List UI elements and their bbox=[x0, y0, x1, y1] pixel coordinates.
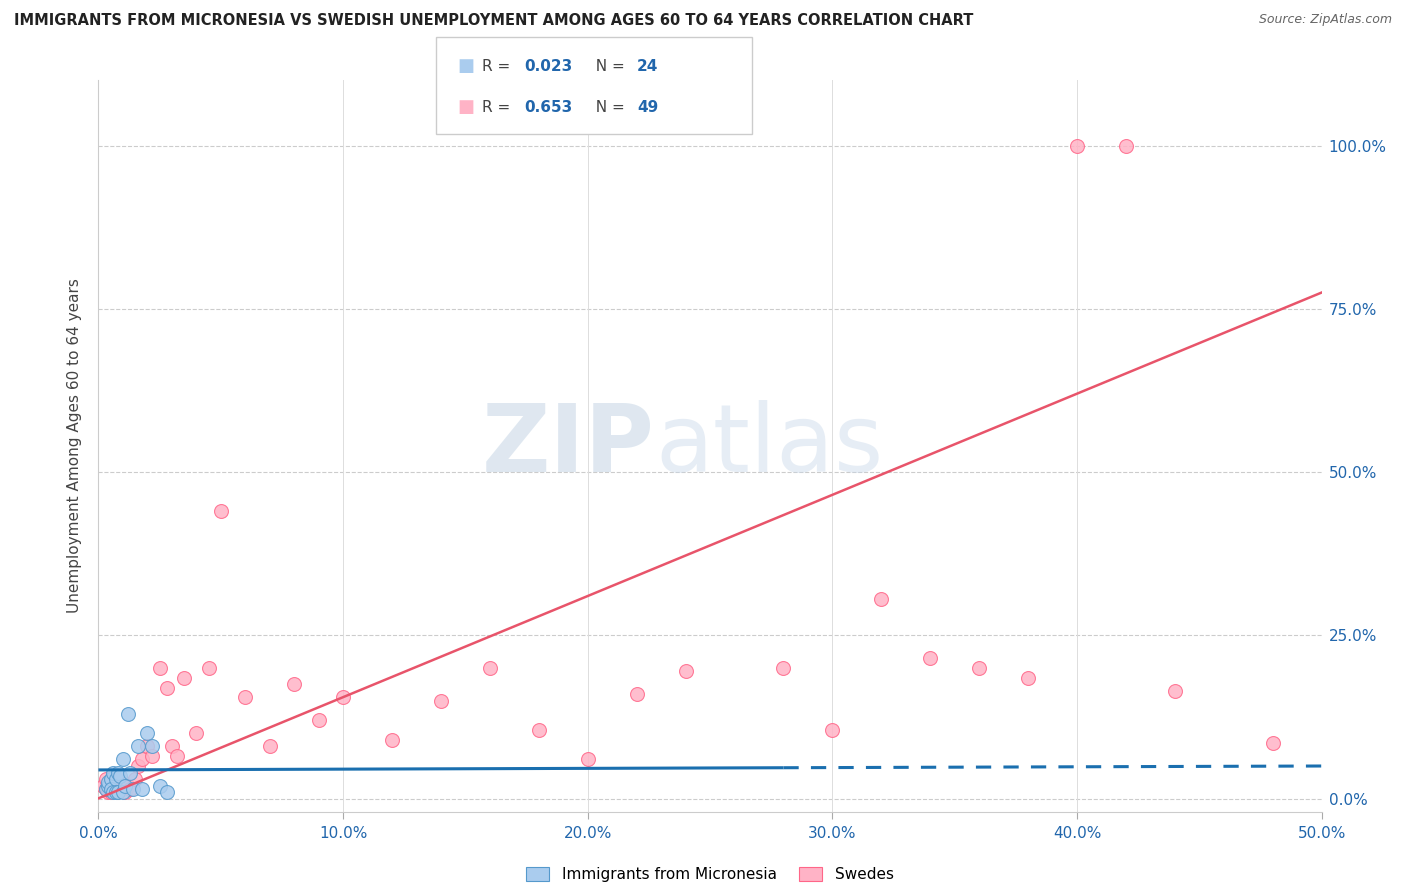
Point bbox=[101, 781, 124, 796]
Point bbox=[97, 775, 120, 789]
Point bbox=[120, 781, 142, 796]
Point bbox=[131, 752, 153, 766]
Text: atlas: atlas bbox=[655, 400, 883, 492]
Point bbox=[104, 772, 127, 786]
Point bbox=[772, 661, 794, 675]
Point bbox=[111, 785, 134, 799]
Point bbox=[94, 781, 117, 796]
Text: 49: 49 bbox=[637, 100, 658, 115]
Text: ZIP: ZIP bbox=[482, 400, 655, 492]
Point bbox=[381, 732, 404, 747]
Text: N =: N = bbox=[586, 59, 630, 74]
Point bbox=[1261, 736, 1284, 750]
Point bbox=[149, 661, 172, 675]
Point bbox=[100, 785, 122, 799]
Point bbox=[101, 765, 124, 780]
Point bbox=[117, 706, 139, 721]
Point bbox=[100, 775, 122, 789]
Point bbox=[110, 781, 132, 796]
Point bbox=[967, 661, 990, 675]
Point bbox=[121, 781, 143, 796]
Point bbox=[127, 739, 149, 754]
Point bbox=[675, 665, 697, 679]
Point bbox=[107, 785, 129, 799]
Text: Source: ZipAtlas.com: Source: ZipAtlas.com bbox=[1258, 13, 1392, 27]
Text: 0.653: 0.653 bbox=[524, 100, 572, 115]
Point bbox=[308, 714, 330, 728]
Point bbox=[626, 687, 648, 701]
Point bbox=[100, 781, 122, 796]
Legend: Immigrants from Micronesia, Swedes: Immigrants from Micronesia, Swedes bbox=[520, 861, 900, 888]
Point bbox=[332, 690, 354, 705]
Point bbox=[430, 694, 453, 708]
Point bbox=[1115, 138, 1137, 153]
Text: 24: 24 bbox=[637, 59, 658, 74]
Text: R =: R = bbox=[482, 59, 516, 74]
Point bbox=[166, 749, 188, 764]
Point bbox=[141, 749, 163, 764]
Point bbox=[131, 781, 153, 796]
Text: R =: R = bbox=[482, 100, 516, 115]
Point bbox=[97, 779, 120, 793]
Text: N =: N = bbox=[586, 100, 630, 115]
Y-axis label: Unemployment Among Ages 60 to 64 years: Unemployment Among Ages 60 to 64 years bbox=[67, 278, 83, 614]
Point bbox=[114, 779, 136, 793]
Text: 0.023: 0.023 bbox=[524, 59, 572, 74]
Point bbox=[259, 739, 281, 754]
Point bbox=[160, 739, 183, 754]
Point bbox=[156, 681, 179, 695]
Point bbox=[111, 775, 134, 789]
Point bbox=[124, 772, 146, 786]
Point bbox=[821, 723, 844, 737]
Point bbox=[136, 726, 159, 740]
Point bbox=[114, 785, 136, 799]
Point bbox=[197, 661, 219, 675]
Point bbox=[576, 752, 599, 766]
Point bbox=[233, 690, 256, 705]
Point bbox=[117, 779, 139, 793]
Point bbox=[1066, 138, 1088, 153]
Point bbox=[104, 785, 127, 799]
Point bbox=[173, 671, 195, 685]
Point bbox=[111, 752, 134, 766]
Point bbox=[110, 769, 132, 783]
Text: ■: ■ bbox=[457, 57, 474, 76]
Point bbox=[101, 785, 124, 799]
Point bbox=[136, 739, 159, 754]
Point bbox=[870, 592, 893, 607]
Point bbox=[127, 759, 149, 773]
Point bbox=[107, 765, 129, 780]
Point bbox=[94, 781, 117, 796]
Point bbox=[91, 779, 114, 793]
Text: ■: ■ bbox=[457, 98, 474, 117]
Point bbox=[104, 779, 127, 793]
Point bbox=[94, 772, 117, 786]
Point bbox=[97, 785, 120, 799]
Point bbox=[100, 772, 122, 786]
Point bbox=[120, 765, 142, 780]
Text: IMMIGRANTS FROM MICRONESIA VS SWEDISH UNEMPLOYMENT AMONG AGES 60 TO 64 YEARS COR: IMMIGRANTS FROM MICRONESIA VS SWEDISH UN… bbox=[14, 13, 973, 29]
Point bbox=[107, 772, 129, 786]
Point bbox=[1017, 671, 1039, 685]
Point bbox=[186, 726, 208, 740]
Point bbox=[156, 785, 179, 799]
Point bbox=[141, 739, 163, 754]
Point bbox=[209, 504, 232, 518]
Point bbox=[149, 779, 172, 793]
Point bbox=[920, 651, 942, 665]
Point bbox=[1164, 684, 1187, 698]
Point bbox=[527, 723, 550, 737]
Point bbox=[478, 661, 501, 675]
Point bbox=[283, 677, 305, 691]
